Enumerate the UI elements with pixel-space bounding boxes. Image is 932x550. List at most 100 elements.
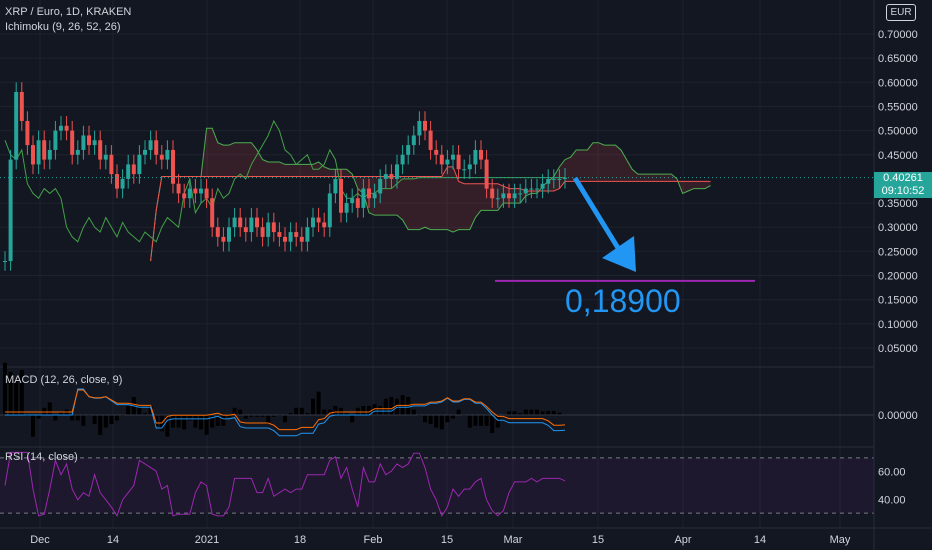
macd-histogram-bar bbox=[507, 411, 511, 415]
macd-histogram-bar bbox=[529, 409, 534, 415]
candle-body bbox=[546, 178, 551, 184]
time-tick-label: Apr bbox=[674, 534, 691, 546]
candlestick-series bbox=[3, 82, 567, 271]
candle-body bbox=[490, 188, 495, 199]
macd-histogram-bar bbox=[383, 398, 388, 415]
candle-body bbox=[187, 188, 192, 199]
price-tick-label: 0.60000 bbox=[878, 77, 918, 89]
macd-zero-label: 0.00000 bbox=[878, 410, 918, 422]
candle-body bbox=[299, 236, 304, 242]
macd-histogram-bar bbox=[137, 406, 142, 415]
macd-histogram-bar bbox=[439, 415, 444, 430]
candle-body bbox=[535, 188, 539, 190]
macd-histogram-bar bbox=[389, 397, 394, 415]
macd-histogram-bar bbox=[154, 415, 159, 426]
candle-body bbox=[255, 217, 259, 228]
macd-histogram-bar bbox=[92, 415, 97, 424]
macd-histogram-bar bbox=[19, 370, 24, 415]
macd-histogram-bar bbox=[411, 409, 416, 415]
currency-button[interactable]: EUR bbox=[886, 4, 916, 21]
macd-histogram-bar bbox=[294, 407, 299, 415]
macd-histogram-bar bbox=[227, 415, 231, 417]
macd-histogram-bar bbox=[171, 415, 175, 428]
candle-body bbox=[456, 154, 461, 170]
macd-histogram-bar bbox=[126, 406, 131, 415]
price-tick-label: 0.50000 bbox=[878, 126, 918, 138]
candle-body bbox=[529, 188, 534, 190]
macd-histogram-bar bbox=[322, 409, 327, 415]
macd-histogram-bar bbox=[378, 406, 383, 415]
macd-histogram-bar bbox=[557, 412, 562, 415]
macd-histogram-bar bbox=[546, 410, 551, 415]
macd-histogram-bar bbox=[271, 415, 276, 417]
macd-histogram-bar bbox=[98, 415, 103, 435]
time-tick-label: 15 bbox=[441, 534, 453, 546]
price-tick-label: 0.20000 bbox=[878, 271, 918, 283]
ichimoku-cloud bbox=[150, 128, 711, 262]
time-tick-label: 2021 bbox=[195, 534, 219, 546]
price-tick-label: 0.05000 bbox=[878, 343, 918, 355]
price-tick-label: 0.10000 bbox=[878, 319, 918, 331]
chart-grid bbox=[0, 0, 874, 528]
candle-body bbox=[182, 193, 187, 199]
rsi-pane bbox=[0, 451, 874, 518]
macd-histogram-bar bbox=[103, 415, 108, 428]
target-price-label: 0,18900 bbox=[565, 283, 681, 319]
candle-body bbox=[350, 198, 355, 204]
macd-histogram-bar bbox=[540, 411, 545, 415]
candle-body bbox=[518, 193, 523, 195]
time-tick-label: Mar bbox=[504, 534, 523, 546]
candle-body bbox=[283, 236, 287, 242]
macd-histogram-bar bbox=[333, 406, 338, 415]
macd-histogram-bar bbox=[36, 415, 41, 419]
candle-body bbox=[277, 232, 282, 237]
candle-body bbox=[406, 145, 411, 155]
candle-body bbox=[507, 193, 511, 199]
candle-body bbox=[31, 145, 35, 165]
macd-histogram-bar bbox=[215, 415, 220, 426]
macd-histogram-bar bbox=[288, 413, 293, 415]
candle-body bbox=[154, 140, 159, 155]
macd-signal-line bbox=[5, 389, 566, 431]
macd-histogram-bar bbox=[42, 407, 47, 415]
candle-body bbox=[19, 91, 24, 121]
price-axis[interactable]: 0.70000 0.65000 0.60000 0.55000 0.50000 0.450… bbox=[878, 29, 918, 355]
candle-body bbox=[81, 135, 86, 150]
macd-histogram-bar bbox=[361, 406, 366, 415]
macd-histogram-bar bbox=[406, 397, 411, 415]
macd-histogram-bar bbox=[423, 415, 427, 423]
macd-histogram-bar bbox=[31, 415, 35, 437]
time-axis[interactable]: Dec 14 2021 18 Feb 15 Mar 15 Apr 14 May bbox=[30, 534, 851, 546]
candle-body bbox=[557, 178, 562, 180]
ichimoku-legend: Ichimoku (9, 26, 52, 26) bbox=[5, 21, 121, 33]
candle-body bbox=[434, 149, 439, 155]
candle-body bbox=[411, 135, 416, 146]
candle-body bbox=[512, 193, 517, 199]
candle-body bbox=[120, 178, 125, 189]
macd-histogram-bar bbox=[143, 413, 147, 415]
macd-histogram-bar bbox=[232, 407, 237, 415]
candle-body bbox=[495, 198, 500, 200]
candle-body bbox=[159, 154, 164, 160]
candle-body bbox=[311, 217, 315, 228]
macd-histogram-bar bbox=[238, 409, 243, 415]
candle-body bbox=[294, 232, 299, 237]
candle-body bbox=[288, 232, 293, 242]
candle-body bbox=[271, 222, 276, 233]
macd-histogram-bar bbox=[70, 415, 75, 421]
symbol-legend: XRP / Euro, 1D, KRAKEN bbox=[5, 6, 132, 18]
candle-body bbox=[473, 149, 478, 165]
candle-body bbox=[42, 140, 47, 160]
senkou-span-b bbox=[150, 166, 711, 262]
candle-body bbox=[333, 178, 338, 194]
macd-histogram-bar bbox=[81, 415, 86, 426]
macd-histogram-bar bbox=[551, 410, 556, 415]
macd-histogram-bar bbox=[495, 415, 500, 428]
candle-body bbox=[193, 188, 198, 194]
current-price-tag: 0.40261 bbox=[874, 172, 932, 185]
candle-body bbox=[383, 174, 388, 179]
candle-body bbox=[305, 227, 310, 242]
ichimoku-lines bbox=[4, 119, 711, 262]
candle-body bbox=[92, 140, 97, 146]
